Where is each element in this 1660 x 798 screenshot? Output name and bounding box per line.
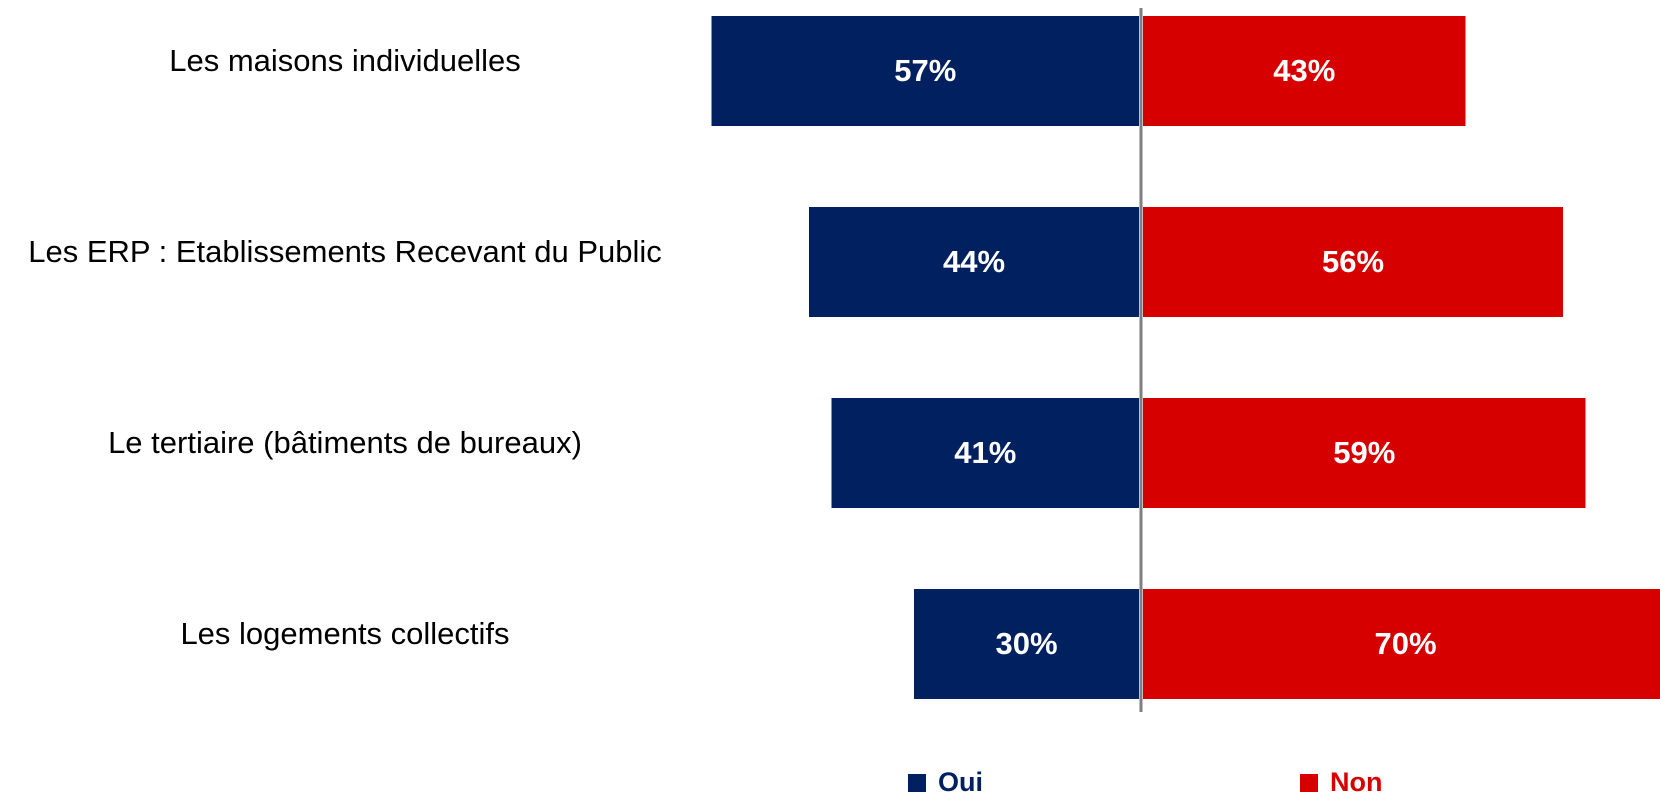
value-label-non: 43%: [1273, 53, 1335, 88]
legend-label: Oui: [938, 767, 983, 797]
value-label-oui: 30%: [995, 626, 1057, 661]
bars-group: [711, 16, 1660, 699]
bar-oui: [711, 16, 1139, 126]
bar-non: [1143, 398, 1586, 508]
category-label: Le tertiaire (bâtiments de bureaux): [108, 425, 582, 460]
category-label: Les ERP : Etablissements Recevant du Pub…: [28, 234, 662, 269]
bar-oui: [914, 589, 1139, 699]
value-label-oui: 57%: [894, 53, 956, 88]
bar-oui: [809, 207, 1139, 317]
value-label-oui: 41%: [954, 435, 1016, 470]
value-label-non: 56%: [1322, 244, 1384, 279]
value-label-oui: 44%: [943, 244, 1005, 279]
legend-swatch: [908, 774, 926, 792]
bar-non: [1143, 207, 1563, 317]
legend-swatch: [1300, 774, 1318, 792]
category-label: Les maisons individuelles: [169, 43, 521, 78]
bar-non: [1143, 589, 1660, 699]
bar-oui: [831, 398, 1139, 508]
bar-non: [1143, 16, 1466, 126]
value-label-non: 59%: [1333, 435, 1395, 470]
labels-group: Les maisons individuelles 57% 43% Les ERP :…: [28, 43, 1436, 661]
legend-label: Non: [1330, 767, 1382, 797]
value-label-non: 70%: [1374, 626, 1436, 661]
legend: Oui Non: [908, 767, 1382, 797]
category-label: Les logements collectifs: [180, 616, 509, 651]
